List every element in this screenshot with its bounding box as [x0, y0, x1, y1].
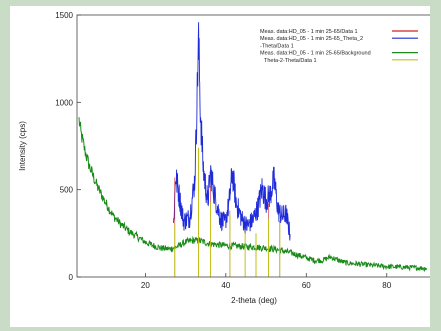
- legend-label: -Theta/Data 1: [260, 43, 294, 49]
- y-tick-label: 1000: [55, 98, 73, 107]
- plot-area: [77, 15, 430, 277]
- y-tick-label: 500: [60, 186, 74, 195]
- legend-label: Meas. data:HD_05 - 1 min 25-65/Backgroun…: [260, 51, 371, 57]
- x-axis-title: 2-theta (deg): [231, 296, 277, 305]
- chart-frame: 20 40 60 80 0 500 1000 1500 2-theta (deg) Intensi…: [10, 6, 430, 327]
- xrd-chart: 20 40 60 80 0 500 1000 1500 2-theta (deg) Intensi…: [18, 11, 430, 305]
- y-tick-label: 0: [69, 273, 74, 282]
- x-tick-label: 80: [382, 281, 391, 290]
- legend-label: Meas. data:HD_05 - 1 min 25-65/Data 1: [260, 29, 358, 35]
- legend-label: Theta-2-Theta/Data 1: [264, 58, 317, 64]
- series-blue-line: [173, 22, 291, 241]
- series-group: [78, 22, 428, 277]
- legend-label: Meas. data:HD_05 - 1 min 25-65_Theta_2: [260, 36, 363, 42]
- y-axis-title: Intensity (cps): [18, 121, 27, 171]
- x-tick-label: 20: [141, 281, 150, 290]
- y-tick-label: 1500: [55, 11, 73, 20]
- x-tick-label: 60: [302, 281, 311, 290]
- plot-border: [76, 14, 430, 278]
- series-background-line: [78, 117, 428, 273]
- x-tick-label: 40: [221, 281, 230, 290]
